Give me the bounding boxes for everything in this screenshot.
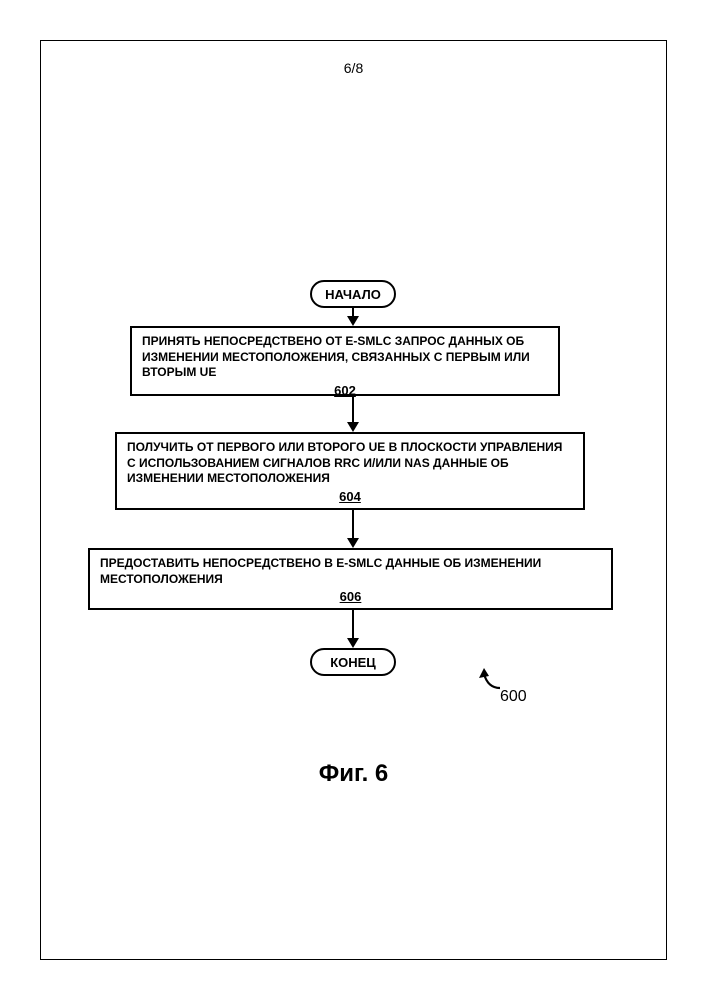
arrow-2-line bbox=[352, 396, 354, 424]
process-606-ref: 606 bbox=[100, 589, 601, 606]
process-606-text: ПРЕДОСТАВИТЬ НЕПОСРЕДСТВЕНО В E-SMLC ДАН… bbox=[100, 556, 541, 586]
arrow-1-head bbox=[347, 316, 359, 326]
figure-caption: Фиг. 6 bbox=[0, 760, 707, 788]
terminal-start-label: НАЧАЛО bbox=[325, 287, 381, 302]
arrow-3-head bbox=[347, 538, 359, 548]
arrow-4-head bbox=[347, 638, 359, 648]
ref-600-label: 600 bbox=[500, 688, 527, 706]
process-602: ПРИНЯТЬ НЕПОСРЕДСТВЕНО ОТ E-SMLC ЗАПРОС … bbox=[130, 326, 560, 396]
page-number: 6/8 bbox=[0, 60, 707, 76]
page: 6/8 НАЧАЛО ПРИНЯТЬ НЕПОСРЕДСТВЕНО ОТ E-S… bbox=[0, 0, 707, 1000]
process-602-ref: 602 bbox=[142, 383, 548, 400]
process-602-text: ПРИНЯТЬ НЕПОСРЕДСТВЕНО ОТ E-SMLC ЗАПРОС … bbox=[142, 334, 530, 379]
terminal-start: НАЧАЛО bbox=[310, 280, 396, 308]
arrow-3-line bbox=[352, 510, 354, 540]
arrow-4-line bbox=[352, 610, 354, 640]
process-604: ПОЛУЧИТЬ ОТ ПЕРВОГО ИЛИ ВТОРОГО UE В ПЛО… bbox=[115, 432, 585, 510]
terminal-end-label: КОНЕЦ bbox=[330, 655, 376, 670]
process-604-text: ПОЛУЧИТЬ ОТ ПЕРВОГО ИЛИ ВТОРОГО UE В ПЛО… bbox=[127, 440, 562, 485]
terminal-end: КОНЕЦ bbox=[310, 648, 396, 676]
ref-600-hook-icon bbox=[478, 668, 504, 690]
process-604-ref: 604 bbox=[127, 489, 573, 506]
process-606: ПРЕДОСТАВИТЬ НЕПОСРЕДСТВЕНО В E-SMLC ДАН… bbox=[88, 548, 613, 610]
arrow-2-head bbox=[347, 422, 359, 432]
